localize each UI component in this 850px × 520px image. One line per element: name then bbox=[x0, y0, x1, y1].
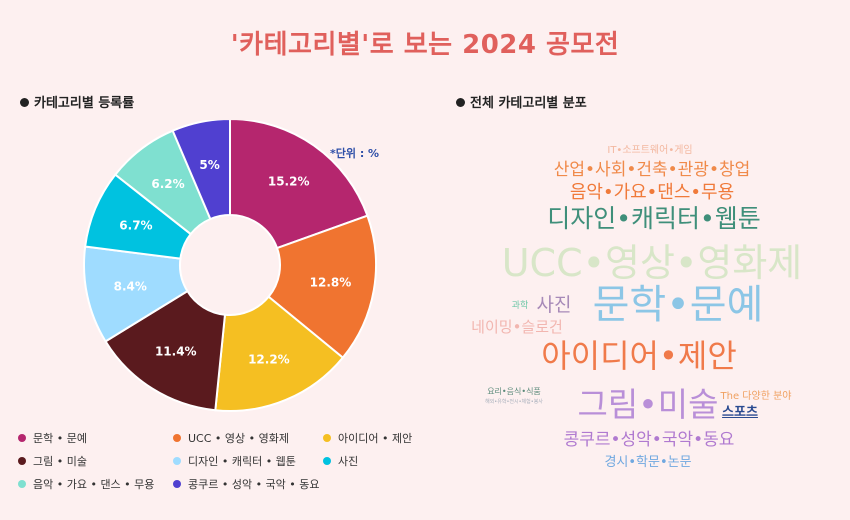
unit-note: *단위 : % bbox=[330, 147, 380, 160]
legend-swatch bbox=[18, 434, 26, 442]
cloud-word: 산업•사회•건축•관광•창업 bbox=[553, 160, 751, 180]
cloud-word: IT•소프트웨어•게임 bbox=[607, 145, 693, 156]
legend-swatch bbox=[323, 434, 331, 442]
donut-slice bbox=[171, 120, 231, 221]
donut-section-heading: 카테고리별 등록률 bbox=[20, 92, 134, 111]
page-title: '카테고리별'로 보는 2024 공모전 bbox=[230, 30, 620, 60]
legend-swatch bbox=[173, 480, 181, 488]
legend-swatch bbox=[323, 457, 331, 465]
legend-label: 문학 • 문예 bbox=[33, 432, 87, 445]
cloud-word: 해외•유학•전시•체험•봉사 bbox=[485, 399, 543, 405]
cloud-word: 경시•학문•논문 bbox=[604, 455, 692, 470]
cloud-word: 요리•음식•식품 bbox=[487, 387, 541, 396]
slice-data-label: 6.2% bbox=[151, 177, 184, 191]
legend-item: 콩쿠르 • 성악 • 국악 • 동요 bbox=[173, 476, 323, 492]
cloud-word: 사진 bbox=[536, 294, 572, 316]
legend-label: 그림 • 미술 bbox=[33, 455, 87, 468]
cloud-word: 콩쿠르•성악•국악•동요 bbox=[563, 430, 735, 450]
legend-label: UCC • 영상 • 영화제 bbox=[188, 432, 289, 445]
donut-slice bbox=[229, 120, 369, 250]
cloud-word: 디자인•캐릭터•웹툰 bbox=[547, 204, 761, 233]
slice-data-label: 5% bbox=[199, 158, 219, 172]
slice-data-label: 6.7% bbox=[119, 219, 152, 233]
cloud-word: 음악•가요•댄스•무용 bbox=[569, 182, 735, 203]
legend-swatch bbox=[18, 457, 26, 465]
cloud-word: UCC•영상•영화제 bbox=[501, 241, 803, 285]
cloud-word: 스포츠 bbox=[722, 405, 758, 420]
donut-heading-text: 카테고리별 등록률 bbox=[34, 96, 135, 111]
donut-slice bbox=[214, 295, 345, 412]
legend-item: 문학 • 문예 bbox=[18, 430, 173, 446]
legend-swatch bbox=[18, 480, 26, 488]
legend-item: 디자인 • 캐릭터 • 웹툰 bbox=[173, 453, 323, 469]
legend-item: 사진 bbox=[323, 453, 458, 469]
bullet-icon bbox=[20, 98, 29, 107]
legend-label: 음악 • 가요 • 댄스 • 무용 bbox=[33, 478, 155, 491]
donut-slice bbox=[267, 214, 377, 360]
legend-label: 아이디어 • 제안 bbox=[338, 432, 413, 445]
legend-item: 아이디어 • 제안 bbox=[323, 430, 458, 446]
cloud-word: The 다양한 분야 bbox=[720, 391, 792, 402]
legend-label: 사진 bbox=[338, 455, 359, 468]
slice-data-label: 8.4% bbox=[114, 279, 147, 293]
legend-label: 콩쿠르 • 성악 • 국악 • 동요 bbox=[188, 478, 320, 491]
slice-data-label: 12.2% bbox=[248, 352, 290, 366]
cloud-word: 과학 bbox=[511, 301, 529, 311]
cloud-section-heading: 전체 카테고리별 분포 bbox=[456, 92, 587, 111]
legend-item: UCC • 영상 • 영화제 bbox=[173, 430, 323, 446]
cloud-word: 문학•문예 bbox=[592, 282, 764, 328]
donut-slice bbox=[104, 289, 227, 412]
donut-chart: 15.2% 12.8% 12.2% 11.4% 8.4% 6.7% 6.2% 5% bbox=[83, 120, 377, 412]
cloud-word: 네이밍•슬로건 bbox=[471, 318, 563, 336]
slice-data-label: 15.2% bbox=[268, 175, 310, 189]
legend-item: 그림 • 미술 bbox=[18, 453, 173, 469]
legend-swatch bbox=[173, 434, 181, 442]
cloud-word: 그림•미술 bbox=[577, 385, 719, 424]
legend-swatch bbox=[173, 457, 181, 465]
cloud-word: 아이디어•제안 bbox=[541, 337, 737, 375]
legend-label: 디자인 • 캐릭터 • 웹툰 bbox=[188, 455, 296, 468]
bullet-icon bbox=[456, 98, 465, 107]
cloud-heading-text: 전체 카테고리별 분포 bbox=[470, 96, 587, 111]
legend-item: 음악 • 가요 • 댄스 • 무용 bbox=[18, 476, 173, 492]
slice-data-label: 11.4% bbox=[155, 344, 197, 358]
slice-data-label: 12.8% bbox=[310, 275, 352, 289]
